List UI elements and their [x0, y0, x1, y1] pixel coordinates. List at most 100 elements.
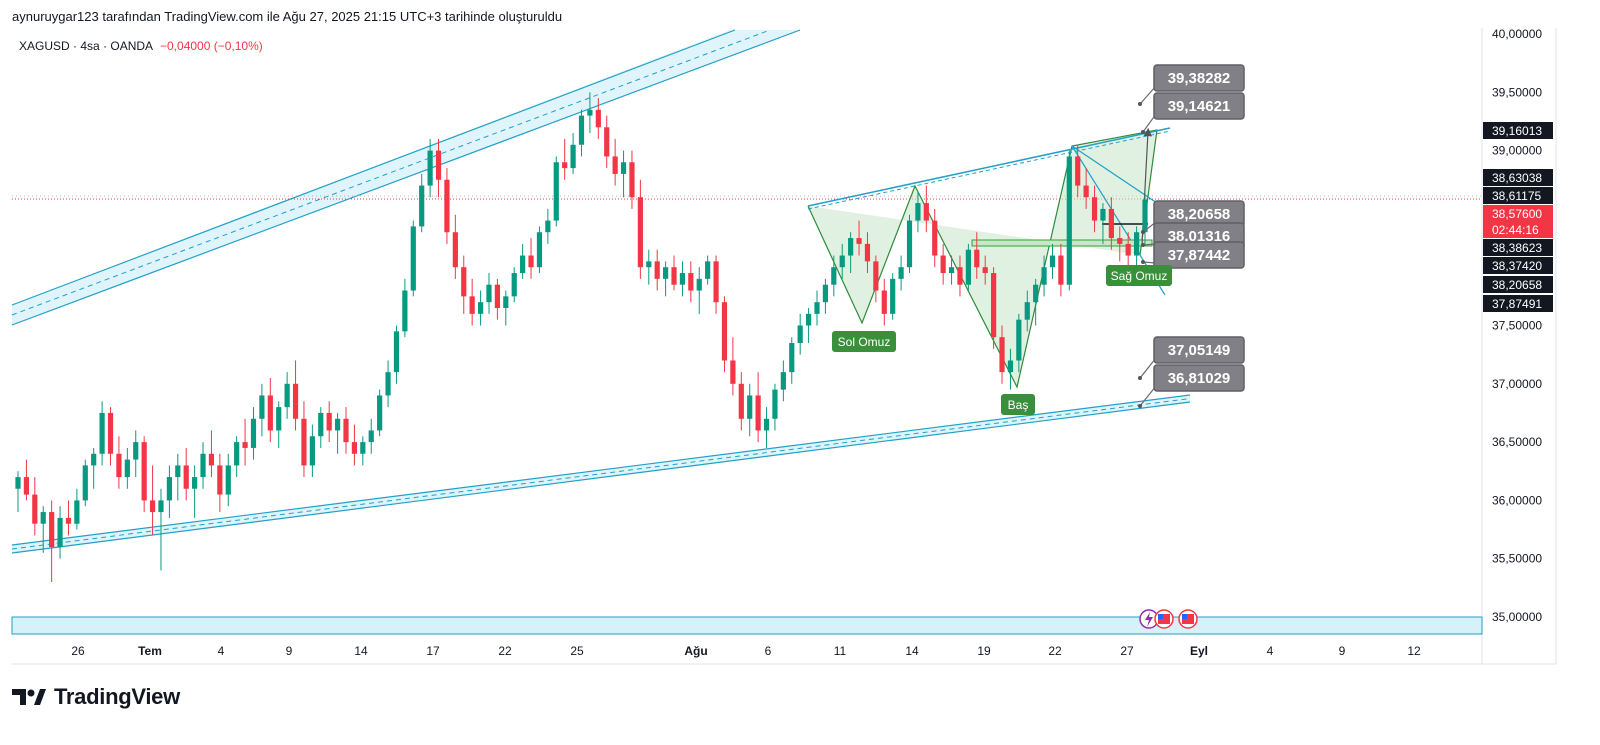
candle[interactable] [309, 424, 315, 478]
candle[interactable] [520, 243, 526, 279]
candle[interactable] [814, 290, 820, 326]
candle[interactable] [1024, 290, 1030, 332]
candle[interactable] [679, 261, 686, 297]
candle[interactable] [982, 255, 988, 285]
candle[interactable] [82, 459, 88, 507]
candle[interactable] [208, 430, 215, 478]
candle[interactable] [242, 418, 248, 466]
candle[interactable] [141, 436, 147, 513]
candle[interactable] [1075, 144, 1081, 198]
candle[interactable] [1091, 185, 1098, 233]
candle[interactable] [663, 261, 669, 297]
candle[interactable] [469, 278, 475, 326]
candle[interactable] [360, 436, 366, 466]
candle[interactable] [57, 506, 63, 559]
candle[interactable] [419, 173, 425, 233]
candle[interactable] [158, 488, 164, 571]
candle[interactable] [91, 447, 97, 489]
candle[interactable] [553, 156, 559, 227]
candle[interactable] [385, 360, 391, 408]
candle[interactable] [1083, 168, 1089, 209]
candle[interactable] [747, 383, 753, 437]
candle[interactable] [646, 249, 652, 285]
candle[interactable] [671, 255, 677, 291]
tradingview-logo[interactable]: TradingView [12, 684, 180, 710]
candle[interactable] [562, 138, 568, 180]
candle[interactable] [1133, 226, 1140, 268]
candle[interactable] [284, 372, 290, 419]
candle[interactable] [494, 278, 500, 320]
candle[interactable] [192, 465, 198, 518]
candle[interactable] [915, 191, 921, 233]
candle[interactable] [612, 138, 618, 186]
candle[interactable] [654, 249, 660, 291]
candle[interactable] [292, 360, 299, 431]
candle[interactable] [1142, 194, 1148, 244]
candle[interactable] [301, 401, 307, 478]
candle[interactable] [848, 232, 854, 274]
candle[interactable] [343, 407, 349, 454]
candle[interactable] [974, 232, 980, 279]
candle[interactable] [377, 389, 383, 437]
candle[interactable] [259, 383, 265, 437]
candle[interactable] [452, 214, 458, 279]
candle[interactable] [334, 412, 341, 454]
candle[interactable] [116, 436, 122, 489]
candle[interactable] [864, 232, 871, 274]
candle[interactable] [730, 337, 736, 396]
candle[interactable] [1058, 243, 1064, 297]
candle[interactable] [898, 255, 904, 291]
candle[interactable] [477, 290, 484, 326]
candle[interactable] [906, 214, 913, 274]
candle[interactable] [511, 267, 517, 303]
candle-series[interactable] [15, 92, 1148, 583]
candle[interactable] [250, 407, 257, 460]
candle[interactable] [393, 325, 400, 384]
candle[interactable] [107, 407, 114, 466]
candle[interactable] [797, 313, 803, 355]
candle[interactable] [318, 407, 324, 448]
candle[interactable] [856, 220, 862, 256]
candle[interactable] [629, 150, 635, 209]
candle[interactable] [200, 442, 206, 489]
candle[interactable] [721, 296, 728, 373]
candle[interactable] [696, 267, 702, 314]
candle[interactable] [999, 325, 1005, 384]
candle[interactable] [1016, 313, 1022, 373]
candle[interactable] [74, 488, 80, 530]
candle[interactable] [461, 255, 467, 314]
price-chart[interactable]: 39,38282 39,14621 38,20658 38,01316 37,87442… [0, 0, 1600, 680]
candle[interactable] [738, 372, 744, 431]
candle[interactable] [705, 255, 711, 285]
candle[interactable] [49, 500, 55, 583]
candle[interactable] [276, 401, 282, 448]
candle[interactable] [1049, 243, 1056, 279]
candle[interactable] [175, 453, 181, 501]
candle[interactable] [595, 98, 601, 139]
candle[interactable] [528, 238, 534, 279]
candle[interactable] [789, 337, 795, 384]
candle[interactable] [620, 150, 627, 198]
candle[interactable] [1007, 348, 1014, 390]
candle[interactable] [1117, 226, 1123, 262]
candle[interactable] [570, 133, 576, 174]
candle[interactable] [410, 220, 416, 297]
candle[interactable] [1125, 232, 1131, 268]
candle[interactable] [604, 115, 610, 169]
candle[interactable] [763, 407, 770, 448]
candle[interactable] [688, 261, 694, 303]
candle[interactable] [15, 471, 21, 513]
candle[interactable] [957, 255, 963, 297]
candle[interactable] [149, 465, 156, 536]
candle[interactable] [831, 255, 837, 297]
candle[interactable] [536, 226, 543, 274]
candle[interactable] [1108, 197, 1114, 250]
candle[interactable] [1033, 278, 1039, 326]
candle[interactable] [183, 447, 189, 501]
candle[interactable] [713, 255, 719, 314]
candle[interactable] [32, 477, 38, 536]
candle[interactable] [40, 506, 46, 553]
candle[interactable] [881, 278, 887, 326]
candle[interactable] [839, 243, 845, 279]
candle[interactable] [99, 401, 105, 466]
